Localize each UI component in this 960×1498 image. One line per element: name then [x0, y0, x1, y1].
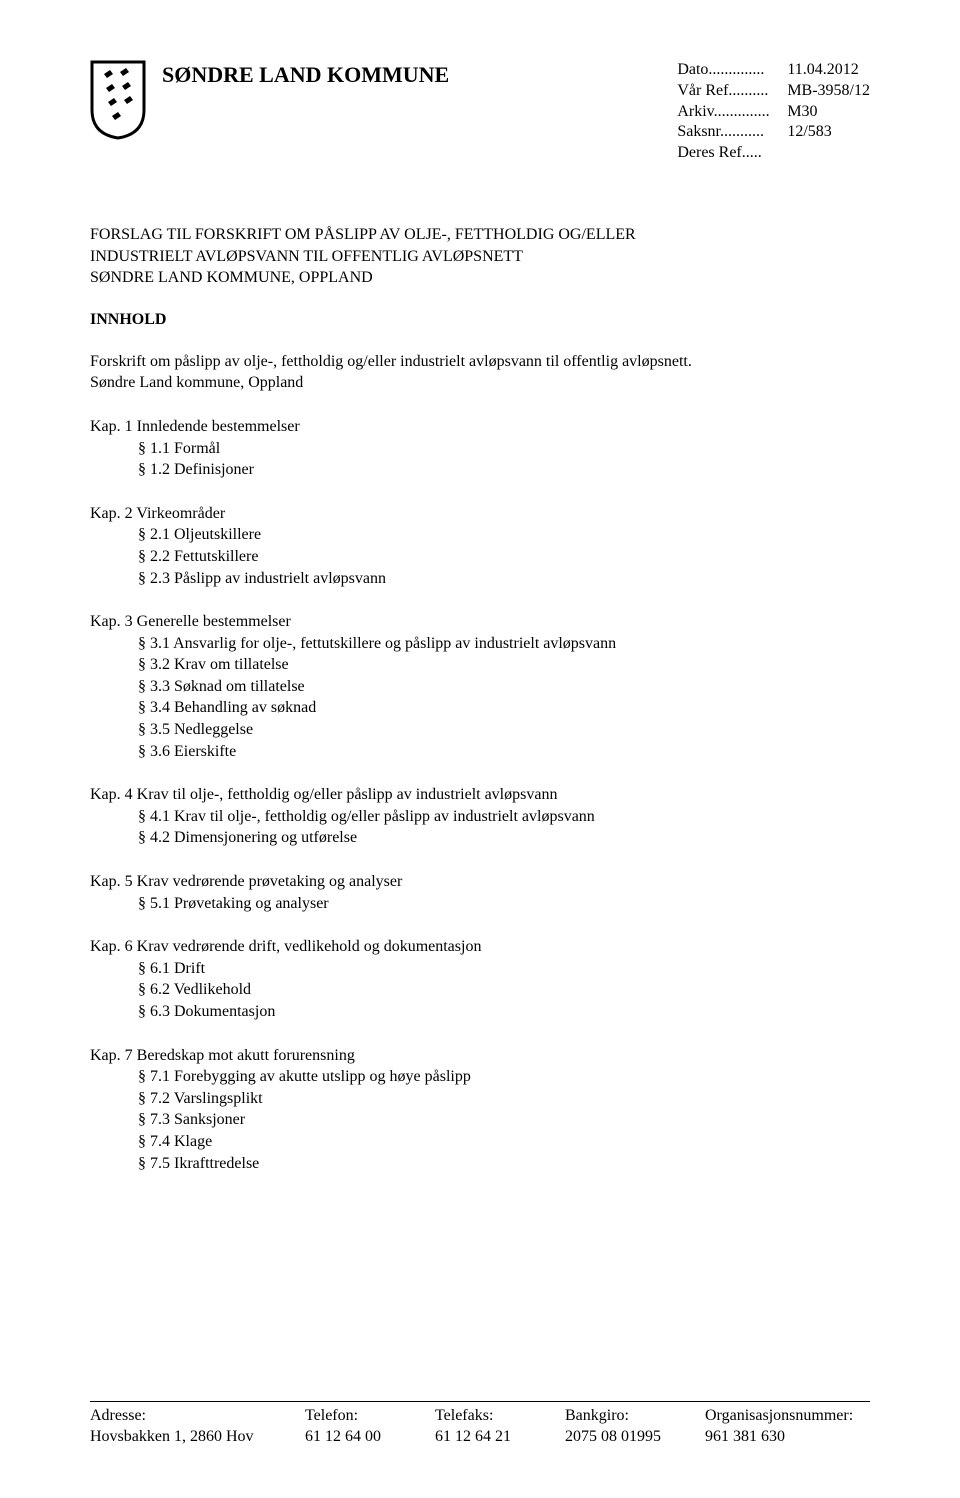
title-line: FORSLAG TIL FORSKRIFT OM PÅSLIPP AV OLJE…: [90, 224, 870, 246]
meta-label: Arkiv..............: [677, 102, 787, 123]
title-line: INDUSTRIELT AVLØPSVANN TIL OFFENTLIG AVL…: [90, 246, 870, 268]
section-line: § 4.2 Dimensjonering og utførelse: [90, 827, 870, 849]
kap-title: Kap. 1 Innledende bestemmelser: [90, 416, 870, 438]
meta-value: 12/583: [787, 122, 831, 143]
forskrift-line: Forskrift om påslipp av olje-, fettholdi…: [90, 351, 870, 373]
footer-col-orgnr: Organisasjonsnummer: 961 381 630: [705, 1406, 853, 1448]
footer-header: Organisasjonsnummer:: [705, 1406, 853, 1427]
section-line: § 1.1 Formål: [90, 438, 870, 460]
kap-title: Kap. 7 Beredskap mot akutt forurensning: [90, 1045, 870, 1067]
footer-col-phone: Telefon: 61 12 64 00: [305, 1406, 435, 1448]
section-line: § 3.1 Ansvarlig for olje-, fettutskiller…: [90, 633, 870, 655]
kap-7-block: Kap. 7 Beredskap mot akutt forurensning …: [90, 1045, 870, 1175]
forskrift-description: Forskrift om påslipp av olje-, fettholdi…: [90, 351, 870, 394]
meta-value: M30: [787, 102, 817, 123]
footer-value: Hovsbakken 1, 2860 Hov: [90, 1427, 305, 1448]
header-left: SØNDRE LAND KOMMUNE: [90, 60, 449, 140]
footer-value: 961 381 630: [705, 1427, 853, 1448]
footer-value: 61 12 64 21: [435, 1427, 565, 1448]
section-line: § 1.2 Definisjoner: [90, 459, 870, 481]
meta-row-deresref: Deres Ref.....: [677, 143, 870, 164]
section-line: § 4.1 Krav til olje-, fettholdig og/elle…: [90, 806, 870, 828]
meta-row-arkiv: Arkiv.............. M30: [677, 102, 870, 123]
section-line: § 3.6 Eierskifte: [90, 741, 870, 763]
kap-2-block: Kap. 2 Virkeområder § 2.1 Oljeutskillere…: [90, 503, 870, 589]
kap-6-block: Kap. 6 Krav vedrørende drift, vedlikehol…: [90, 936, 870, 1022]
section-line: § 2.1 Oljeutskillere: [90, 524, 870, 546]
municipality-logo-icon: [90, 60, 146, 140]
footer-header: Bankgiro:: [565, 1406, 705, 1427]
footer-header: Telefaks:: [435, 1406, 565, 1427]
title-line: SØNDRE LAND KOMMUNE, OPPLAND: [90, 267, 870, 289]
kap-title: Kap. 2 Virkeområder: [90, 503, 870, 525]
footer-header: Adresse:: [90, 1406, 305, 1427]
meta-label: Deres Ref.....: [677, 143, 787, 164]
kap-1-block: Kap. 1 Innledende bestemmelser § 1.1 For…: [90, 416, 870, 481]
footer-col-address: Adresse: Hovsbakken 1, 2860 Hov: [90, 1406, 305, 1448]
document-title: FORSLAG TIL FORSKRIFT OM PÅSLIPP AV OLJE…: [90, 224, 870, 289]
section-line: § 2.2 Fettutskillere: [90, 546, 870, 568]
section-line: § 7.5 Ikrafttredelse: [90, 1153, 870, 1175]
kap-3-block: Kap. 3 Generelle bestemmelser § 3.1 Ansv…: [90, 611, 870, 762]
kap-4-block: Kap. 4 Krav til olje-, fettholdig og/ell…: [90, 784, 870, 849]
document-header: SØNDRE LAND KOMMUNE Dato.............. 1…: [90, 60, 870, 164]
kap-title: Kap. 6 Krav vedrørende drift, vedlikehol…: [90, 936, 870, 958]
section-line: § 3.2 Krav om tillatelse: [90, 654, 870, 676]
footer-header: Telefon:: [305, 1406, 435, 1427]
section-line: § 2.3 Påslipp av industrielt avløpsvann: [90, 568, 870, 590]
section-line: § 7.2 Varslingsplikt: [90, 1088, 870, 1110]
section-line: § 3.3 Søknad om tillatelse: [90, 676, 870, 698]
section-line: § 5.1 Prøvetaking og analyser: [90, 893, 870, 915]
section-line: § 3.4 Behandling av søknad: [90, 697, 870, 719]
meta-label: Saksnr...........: [677, 122, 787, 143]
meta-row-varref: Vår Ref.......... MB-3958/12: [677, 81, 870, 102]
section-line: § 6.2 Vedlikehold: [90, 979, 870, 1001]
meta-row-dato: Dato.............. 11.04.2012: [677, 60, 870, 81]
meta-label: Vår Ref..........: [677, 81, 787, 102]
kap-title: Kap. 4 Krav til olje-, fettholdig og/ell…: [90, 784, 870, 806]
section-line: § 6.1 Drift: [90, 958, 870, 980]
meta-value: 11.04.2012: [787, 60, 858, 81]
innhold-heading: INNHOLD: [90, 311, 870, 329]
organization-name: SØNDRE LAND KOMMUNE: [162, 60, 449, 88]
section-line: § 7.1 Forebygging av akutte utslipp og h…: [90, 1066, 870, 1088]
meta-value: MB-3958/12: [787, 81, 870, 102]
footer-value: 61 12 64 00: [305, 1427, 435, 1448]
forskrift-line: Søndre Land kommune, Oppland: [90, 372, 870, 394]
kap-title: Kap. 5 Krav vedrørende prøvetaking og an…: [90, 871, 870, 893]
section-line: § 7.3 Sanksjoner: [90, 1109, 870, 1131]
kap-5-block: Kap. 5 Krav vedrørende prøvetaking og an…: [90, 871, 870, 914]
section-line: § 6.3 Dokumentasjon: [90, 1001, 870, 1023]
document-footer: Adresse: Hovsbakken 1, 2860 Hov Telefon:…: [90, 1401, 870, 1448]
document-metadata: Dato.............. 11.04.2012 Vår Ref...…: [677, 60, 870, 164]
meta-row-saksnr: Saksnr........... 12/583: [677, 122, 870, 143]
meta-label: Dato..............: [677, 60, 787, 81]
section-line: § 7.4 Klage: [90, 1131, 870, 1153]
footer-col-bank: Bankgiro: 2075 08 01995: [565, 1406, 705, 1448]
footer-value: 2075 08 01995: [565, 1427, 705, 1448]
section-line: § 3.5 Nedleggelse: [90, 719, 870, 741]
footer-col-fax: Telefaks: 61 12 64 21: [435, 1406, 565, 1448]
kap-title: Kap. 3 Generelle bestemmelser: [90, 611, 870, 633]
